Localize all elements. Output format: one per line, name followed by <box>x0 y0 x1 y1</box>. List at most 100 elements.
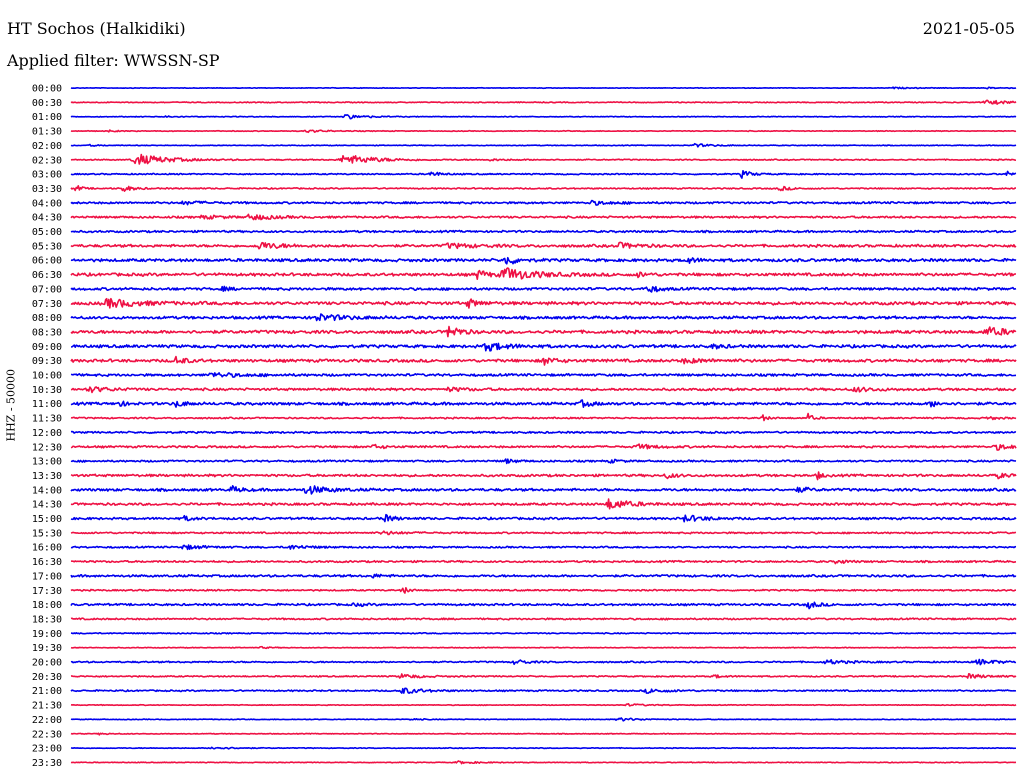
time-label: 21:30 <box>32 701 62 712</box>
time-label: 17:30 <box>32 586 62 597</box>
date-label: 2021-05-05 <box>922 19 1015 38</box>
trace-row <box>70 99 1017 105</box>
time-label: 01:00 <box>32 112 62 123</box>
time-label: 16:30 <box>32 557 62 568</box>
trace-row <box>70 297 1017 309</box>
trace-row <box>70 631 1017 635</box>
trace-row <box>70 229 1017 234</box>
filter-label: Applied filter: WWSSN-SP <box>7 51 220 70</box>
time-label: 04:00 <box>32 198 62 209</box>
trace-row <box>70 86 1017 90</box>
time-label: 18:00 <box>32 600 62 611</box>
time-label: 11:00 <box>32 399 62 410</box>
trace-row <box>70 587 1016 594</box>
time-label: 19:00 <box>32 629 62 640</box>
trace-row <box>70 372 1017 378</box>
time-label: 20:00 <box>32 658 62 669</box>
time-label: 21:00 <box>32 686 62 697</box>
trace-row <box>70 142 1017 148</box>
trace-row <box>70 544 1017 551</box>
time-label: 15:30 <box>32 528 62 539</box>
trace-row <box>70 355 1017 366</box>
time-label: 10:30 <box>32 385 62 396</box>
trace-row <box>70 717 1017 722</box>
trace-row <box>70 412 1017 422</box>
trace-row <box>70 267 1017 280</box>
time-label: 05:00 <box>32 227 62 238</box>
trace-row <box>70 471 1017 481</box>
trace-row <box>70 169 1017 179</box>
time-label: 05:30 <box>32 241 62 252</box>
trace-row <box>70 573 1017 579</box>
time-label: 01:30 <box>32 127 62 138</box>
trace-row <box>70 673 1017 679</box>
time-label: 02:00 <box>32 141 62 152</box>
time-label: 15:00 <box>32 514 62 525</box>
trace-row <box>70 559 1017 565</box>
trace-row <box>70 325 1017 338</box>
trace-row <box>70 458 1017 465</box>
time-label: 16:00 <box>32 543 62 554</box>
time-label: 06:30 <box>32 270 62 281</box>
time-label: 18:30 <box>32 614 62 625</box>
trace-row <box>70 760 1017 765</box>
trace-row <box>70 498 1017 510</box>
trace-row <box>70 285 1017 293</box>
trace-row <box>70 530 1017 536</box>
trace-row <box>70 645 1017 650</box>
trace-row <box>70 213 1017 221</box>
time-label: 12:30 <box>32 442 62 453</box>
trace-row <box>70 114 1017 120</box>
trace-row <box>70 658 1017 666</box>
time-label: 13:30 <box>32 471 62 482</box>
time-label: 09:30 <box>32 356 62 367</box>
time-label: 10:00 <box>32 371 62 382</box>
time-label: 17:00 <box>32 571 62 582</box>
trace-row <box>70 129 1017 134</box>
time-label: 20:30 <box>32 672 62 683</box>
time-label: 00:30 <box>32 98 62 109</box>
time-label: 13:00 <box>32 457 62 468</box>
trace-row <box>70 687 1017 695</box>
time-label: 12:00 <box>32 428 62 439</box>
time-label: 07:00 <box>32 284 62 295</box>
trace-row <box>70 153 1017 165</box>
trace-row <box>70 485 1017 495</box>
time-label: 00:00 <box>32 84 62 95</box>
time-label: 19:30 <box>32 643 62 654</box>
trace-row <box>70 313 1017 322</box>
time-label: 02:30 <box>32 155 62 166</box>
trace-row <box>70 185 1017 192</box>
time-label: 23:00 <box>32 744 62 755</box>
time-label: 08:00 <box>32 313 62 324</box>
time-label: 22:00 <box>32 715 62 726</box>
time-label: 03:00 <box>32 170 62 181</box>
trace-row <box>70 399 1017 408</box>
trace-row <box>70 430 1017 435</box>
trace-row <box>70 732 1017 736</box>
station-title: HT Sochos (Halkidiki) <box>7 19 186 38</box>
trace-row <box>70 386 1017 394</box>
time-label: 03:30 <box>32 184 62 195</box>
time-label: 04:30 <box>32 213 62 224</box>
time-label: 06:00 <box>32 256 62 267</box>
trace-row <box>70 443 1017 451</box>
time-label: 23:30 <box>32 758 62 769</box>
trace-row <box>70 746 1016 750</box>
trace-row <box>70 241 1017 250</box>
time-label: 14:30 <box>32 500 62 511</box>
time-label: 09:00 <box>32 342 62 353</box>
time-label: 22:30 <box>32 729 62 740</box>
trace-row <box>71 342 1017 352</box>
trace-row <box>70 617 1017 621</box>
time-label: 07:30 <box>32 299 62 310</box>
trace-row <box>70 703 1017 707</box>
time-label: 08:30 <box>32 327 62 338</box>
time-label: 11:30 <box>32 414 62 425</box>
trace-row <box>70 199 1017 206</box>
trace-row <box>70 513 1017 523</box>
trace-row <box>70 256 1017 265</box>
trace-row <box>70 601 1017 610</box>
time-label: 14:00 <box>32 485 62 496</box>
